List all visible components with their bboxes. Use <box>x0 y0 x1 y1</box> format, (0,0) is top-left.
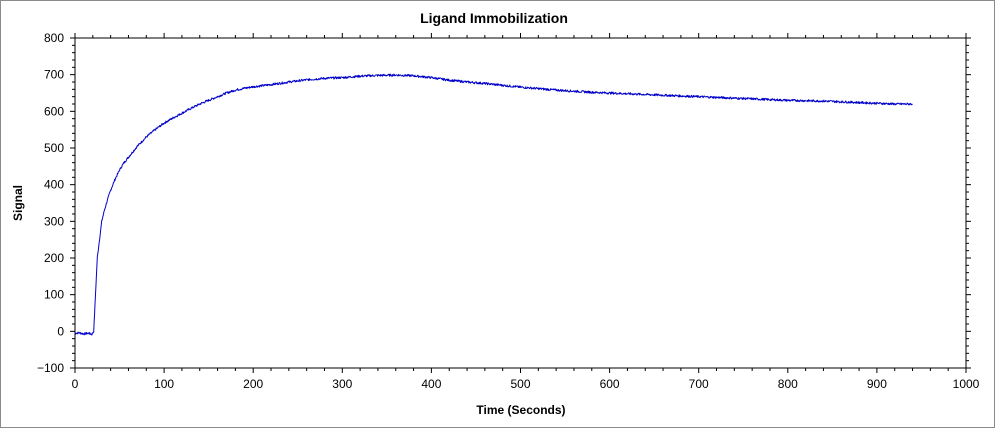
y-tick-label: 0 <box>57 324 64 338</box>
x-tick-label: 500 <box>510 377 530 391</box>
y-tick-label: 500 <box>44 141 64 155</box>
y-tick-label: −100 <box>37 361 64 375</box>
y-tick-label: 200 <box>44 251 64 265</box>
x-tick-label: 0 <box>72 377 79 391</box>
series-group <box>74 73 913 336</box>
x-tick-label: 400 <box>421 377 441 391</box>
x-tick-label: 1000 <box>953 377 980 391</box>
y-axis-label: Signal <box>11 185 25 221</box>
y-tick-label: 600 <box>44 104 64 118</box>
x-tick-label: 300 <box>332 377 352 391</box>
series-line <box>74 73 913 336</box>
x-tick-label: 600 <box>600 377 620 391</box>
y-tick-label: 300 <box>44 214 64 228</box>
x-tick-label: 900 <box>867 377 887 391</box>
y-tick-label: 800 <box>44 31 64 45</box>
y-tick-label: 400 <box>44 178 64 192</box>
y-tick-label: 100 <box>44 288 64 302</box>
x-tick-label: 800 <box>778 377 798 391</box>
x-axis: 0 100 200 300 400 500 600 700 800 900 1000 <box>72 33 980 391</box>
x-tick-label: 700 <box>689 377 709 391</box>
x-axis-label: Time (Seconds) <box>476 403 565 417</box>
x-tick-label: 200 <box>243 377 263 391</box>
y-axis: −100 0 100 200 300 400 500 600 700 800 <box>37 31 971 375</box>
y-tick-label: 700 <box>44 68 64 82</box>
x-tick-label: 100 <box>154 377 174 391</box>
chart-title: Ligand Immobilization <box>420 10 568 26</box>
